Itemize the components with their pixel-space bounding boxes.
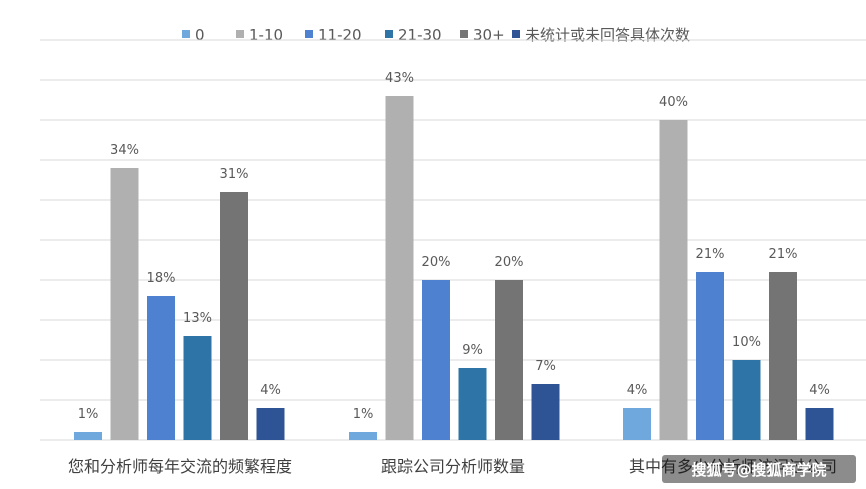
- bar: [805, 408, 834, 440]
- category-label: 您和分析师每年交流的频繁程度: [68, 457, 292, 476]
- bar: [531, 384, 560, 440]
- legend-label: 21-30: [398, 26, 442, 44]
- bar: [769, 272, 797, 440]
- bar: [220, 192, 248, 440]
- data-label: 10%: [732, 335, 761, 350]
- bar: [110, 168, 139, 440]
- bar: [183, 336, 212, 440]
- bar: [458, 368, 487, 440]
- data-label: 21%: [769, 247, 798, 262]
- data-label: 1%: [353, 407, 374, 422]
- legend-label: 30+: [473, 26, 505, 44]
- data-label: 1%: [78, 407, 99, 422]
- legend-swatch: [460, 30, 468, 38]
- category-axis-labels: 您和分析师每年交流的频繁程度 跟踪公司分析师数量 其中有多少分析师访问过公司: [68, 457, 837, 476]
- data-label: 18%: [147, 271, 176, 286]
- bar-series-group: [74, 96, 834, 440]
- bar: [422, 280, 450, 440]
- data-label: 40%: [659, 95, 688, 110]
- bar: [147, 296, 175, 440]
- data-labels-group: 1% 34% 18% 13% 31% 4% 1% 43% 20% 9% 20% 7% 4% 40% 21% 1…: [78, 71, 830, 422]
- chart-legend: 0 1-10 11-20 21-30 30+ 未统计或未回答具体次数: [182, 26, 690, 44]
- data-label: 4%: [809, 383, 830, 398]
- data-label: 34%: [110, 143, 139, 158]
- category-label: 其中有多少分析师访问过公司: [629, 457, 837, 476]
- bar: [349, 432, 377, 440]
- watermark-background: [662, 455, 856, 483]
- data-label: 4%: [627, 383, 648, 398]
- bar: [623, 408, 651, 440]
- data-label: 9%: [462, 343, 483, 358]
- data-label: 20%: [495, 255, 524, 270]
- bar: [495, 280, 523, 440]
- data-label: 21%: [696, 247, 725, 262]
- legend-swatch: [305, 30, 313, 38]
- data-label: 43%: [385, 71, 414, 86]
- legend-label: 未统计或未回答具体次数: [525, 26, 690, 44]
- legend-swatch: [236, 30, 244, 38]
- legend-swatch: [385, 30, 393, 38]
- category-label: 跟踪公司分析师数量: [381, 457, 525, 476]
- legend-label: 0: [195, 26, 205, 44]
- data-label: 20%: [422, 255, 451, 270]
- bar: [256, 408, 285, 440]
- data-label: 7%: [535, 359, 556, 374]
- legend-swatch: [182, 30, 190, 38]
- legend-label: 1-10: [249, 26, 283, 44]
- bar: [385, 96, 414, 440]
- legend-label: 11-20: [318, 26, 362, 44]
- data-label: 31%: [220, 167, 249, 182]
- bar: [732, 360, 761, 440]
- legend-swatch: [512, 30, 520, 38]
- bar: [696, 272, 724, 440]
- bar: [659, 120, 688, 440]
- data-label: 13%: [183, 311, 212, 326]
- watermark-text: 搜狐号@搜狐商学院: [691, 461, 826, 479]
- bar: [74, 432, 102, 440]
- data-label: 4%: [260, 383, 281, 398]
- gridlines: [40, 39, 866, 441]
- watermark: 搜狐号@搜狐商学院: [662, 455, 856, 483]
